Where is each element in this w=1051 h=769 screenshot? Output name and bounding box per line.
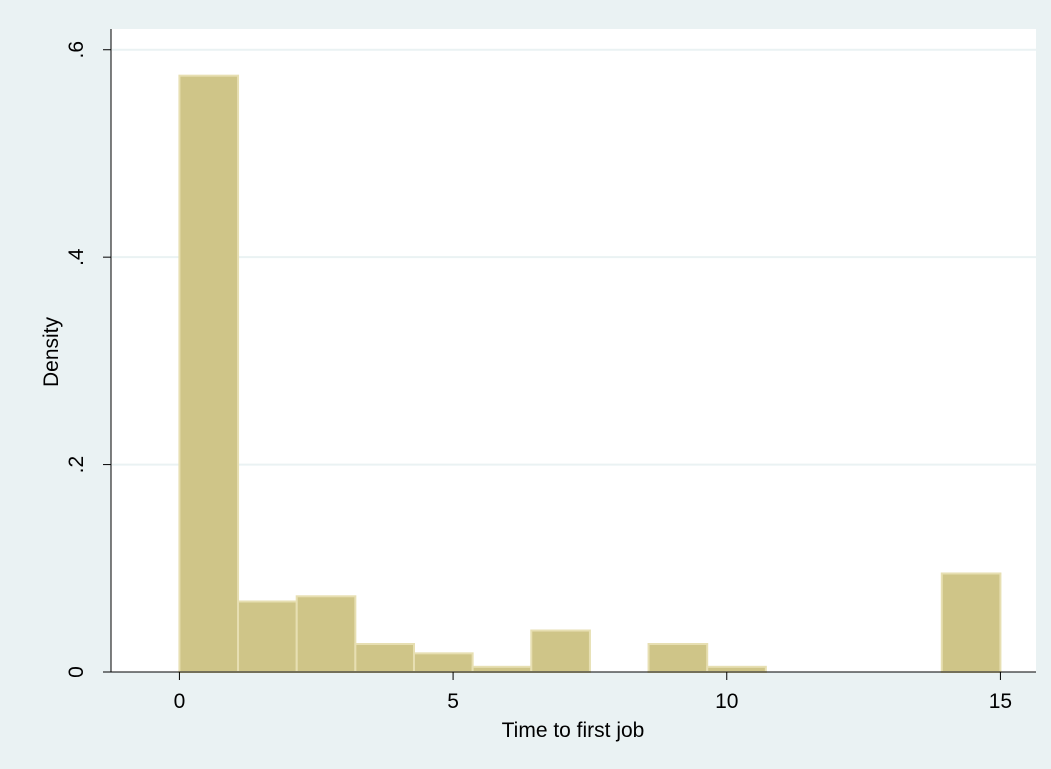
bars: [178, 74, 1002, 674]
y-tick-label-1: .2: [65, 456, 88, 474]
histogram-bar-2: [295, 595, 357, 673]
histogram-bar-6: [530, 629, 591, 673]
plot-area: [111, 29, 1036, 672]
gridlines: [112, 48, 1036, 466]
y-ticks: 0 .2 .4 .6: [65, 41, 111, 678]
axes: [110, 29, 1036, 673]
histogram-bar-9: [706, 665, 767, 673]
x-tick-label-2: 10: [715, 690, 738, 713]
histogram-bar-5: [471, 665, 533, 673]
y-tick-label-2: .4: [65, 248, 88, 266]
y-tick-label-3: .6: [65, 41, 88, 59]
x-ticks: 0 5 10 15: [174, 672, 1012, 713]
histogram-bar-4: [412, 652, 474, 674]
histogram-bar-3: [354, 642, 415, 674]
y-axis-title: Density: [40, 316, 63, 387]
histogram-bar-13: [940, 572, 1002, 674]
x-tick-label-0: 0: [174, 690, 186, 713]
x-tick-label-1: 5: [447, 690, 459, 713]
histogram-bar-8: [647, 642, 709, 674]
x-tick-label-3: 15: [989, 690, 1012, 713]
y-tick-label-0: 0: [65, 666, 88, 678]
histogram-bar-0: [178, 74, 240, 673]
x-axis-title: Time to first job: [502, 719, 645, 742]
histogram-bar-1: [237, 600, 298, 673]
